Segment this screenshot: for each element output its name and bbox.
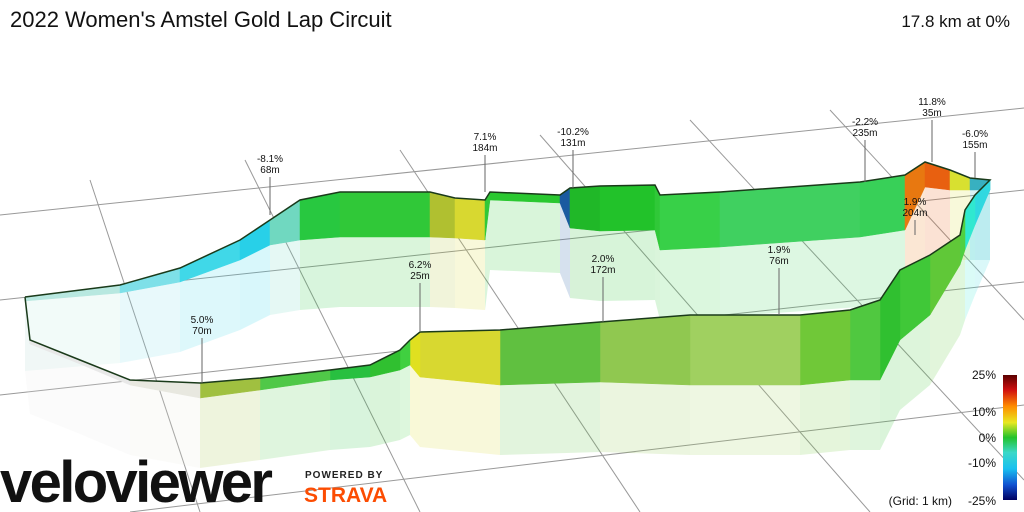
summary: 17.8 km at 0%	[901, 12, 1010, 31]
route-segment	[949, 169, 971, 191]
annotation-grade: 2.0%	[592, 254, 615, 265]
grid-line	[689, 119, 1024, 481]
route-shadow	[420, 377, 500, 455]
route-segment	[689, 314, 801, 386]
route-shadow	[720, 237, 860, 317]
annotation-grade: 1.9%	[904, 197, 927, 208]
annotation-length: 155m	[962, 140, 987, 151]
route-shadow	[960, 250, 965, 335]
route-shadow	[570, 228, 600, 301]
route-segment	[599, 184, 656, 232]
annotation-grade: -10.2%	[557, 127, 589, 138]
annotation-length: 68m	[260, 165, 279, 176]
route-shadow	[660, 247, 720, 320]
route-shadow	[30, 344, 80, 434]
route-shadow	[410, 365, 420, 447]
annotation-length: 184m	[472, 143, 497, 154]
legend-label: 25%	[972, 368, 996, 382]
route-shadow	[490, 200, 560, 273]
route-shadow	[925, 187, 950, 260]
gradient-scale	[1003, 375, 1017, 500]
legend: 25% 10% 0% -10% -25% (Grid: 1 km)	[889, 368, 997, 508]
annotation-grade: 7.1%	[474, 132, 497, 143]
grid-line	[89, 179, 201, 512]
annotation-length: 76m	[769, 256, 788, 267]
route-segment	[339, 191, 431, 238]
route-shadow	[500, 382, 600, 455]
powered-by: POWERED BY	[305, 470, 383, 481]
annotation-length: 204m	[902, 208, 927, 219]
annotation-length: 35m	[922, 108, 941, 119]
route-shadow	[180, 260, 240, 352]
annotation-grade: 1.9%	[768, 245, 791, 256]
annotation-grade: -2.2%	[852, 117, 878, 128]
route-shadow	[260, 380, 330, 460]
route-segment	[419, 329, 501, 386]
route-shadow	[340, 237, 430, 307]
annotation-length: 172m	[590, 265, 615, 276]
route-shadow	[430, 237, 455, 308]
grid-line	[0, 107, 1024, 216]
grid-line	[129, 404, 1024, 512]
route-segment	[599, 314, 691, 386]
route-segment	[499, 321, 601, 386]
route-shadow	[330, 377, 370, 450]
route-shadow	[880, 340, 900, 450]
route-segment	[859, 174, 906, 238]
route-shadow	[120, 282, 180, 363]
route-shadow	[965, 225, 975, 320]
route-shadow	[930, 265, 960, 385]
route-segment	[454, 197, 486, 241]
annotations: -8.1%68m 7.1%184m -10.2%131m -2.2%235m 11.8%…	[191, 97, 988, 383]
route-shadow	[200, 390, 260, 468]
route-segment	[849, 299, 881, 381]
route-shadow	[850, 380, 880, 450]
route-shadow	[25, 301, 30, 414]
legend-label: 0%	[979, 431, 997, 445]
route-shadow	[130, 385, 200, 468]
route-shadow	[400, 365, 410, 440]
route	[24, 161, 992, 468]
annotation-length: 131m	[560, 138, 585, 149]
annotation-length: 235m	[852, 128, 877, 139]
route-shadow	[800, 380, 850, 455]
route-shadow	[80, 364, 130, 455]
logo: veloviewer	[0, 450, 272, 512]
route-shadow	[655, 230, 660, 320]
route-segment	[799, 309, 851, 386]
annotation-grade: -8.1%	[257, 154, 283, 165]
route-shadow	[370, 370, 400, 447]
legend-label: 10%	[972, 405, 996, 419]
annotation-length: 70m	[192, 326, 211, 337]
legend-label: -25%	[968, 494, 996, 508]
route-shadow	[270, 240, 300, 315]
annotation-grade: 11.8%	[918, 97, 946, 108]
route-segment	[659, 191, 721, 251]
route-segment	[719, 181, 861, 248]
route-shadow	[455, 238, 485, 310]
route-segment	[269, 199, 301, 246]
route-shadow	[560, 203, 570, 298]
route-shadow	[600, 382, 690, 455]
route-shadow	[900, 315, 930, 410]
annotation-grade: 6.2%	[409, 260, 432, 271]
annotation-grade: -6.0%	[962, 129, 988, 140]
route-shadow	[485, 200, 490, 310]
route-edge	[24, 161, 992, 384]
title: 2022 Women's Amstel Gold Lap Circuit	[10, 7, 392, 32]
route-segment	[429, 191, 456, 239]
strava: STRAVA	[304, 484, 387, 507]
grid-line	[829, 109, 1024, 321]
annotation-grade: 5.0%	[191, 315, 214, 326]
route-shadow	[240, 245, 270, 330]
route-shadow	[690, 385, 800, 455]
route-shadow	[300, 237, 340, 310]
grid-note: (Grid: 1 km)	[889, 494, 952, 508]
route-segment	[569, 185, 601, 232]
legend-label: -10%	[968, 456, 996, 470]
route-shadow	[600, 230, 655, 301]
annotation-length: 25m	[410, 271, 429, 282]
